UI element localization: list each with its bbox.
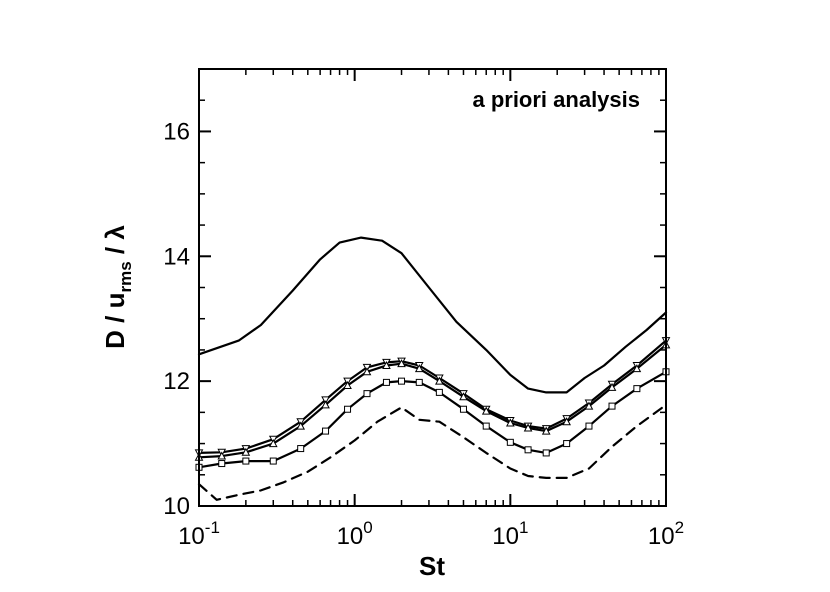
y-tick-label: 10 xyxy=(163,493,190,520)
series-3-point xyxy=(562,417,571,426)
y-tick-label: 16 xyxy=(163,118,190,145)
series-4-point xyxy=(344,405,352,413)
series-3-point xyxy=(541,426,551,435)
series-4-point xyxy=(218,460,226,468)
series-3-point xyxy=(523,423,533,432)
series-layer xyxy=(194,236,671,501)
series-4-point xyxy=(398,377,406,385)
series-4-point xyxy=(459,405,467,413)
series-4-point xyxy=(269,457,277,465)
x-tick-label: 102 xyxy=(648,518,684,550)
series-4-point xyxy=(608,402,616,410)
x-tick-label: 10-1 xyxy=(178,518,220,550)
series-3-point xyxy=(217,451,227,460)
x-axis-title: St xyxy=(419,551,445,581)
y-tick-label: 14 xyxy=(163,243,190,270)
series-line-3 xyxy=(197,343,668,459)
series-3-point xyxy=(607,382,617,391)
series-3-point xyxy=(584,401,594,410)
series-3-point xyxy=(362,367,372,376)
series-4-point xyxy=(415,378,423,386)
series-4-point xyxy=(242,457,250,465)
series-3-point xyxy=(321,400,330,409)
series-4-point xyxy=(506,438,514,446)
series-4-point xyxy=(585,422,593,430)
series-line-1 xyxy=(197,236,668,394)
series-3-point xyxy=(382,360,391,370)
series-4-point xyxy=(363,390,371,398)
series-4-point xyxy=(542,449,550,457)
series-3-point xyxy=(296,421,306,430)
series-4-point xyxy=(322,427,330,435)
series-2-point xyxy=(321,396,330,405)
series-3-point xyxy=(268,439,278,448)
series-3-point xyxy=(397,359,406,368)
series-3-point xyxy=(505,418,515,427)
series-3-point xyxy=(343,380,352,390)
y-tick-label: 12 xyxy=(163,368,190,395)
series-3-point xyxy=(459,392,468,401)
x-tick-label: 100 xyxy=(337,518,373,550)
tick-layer: 10-1 100 101 102 10 12 14 16 xyxy=(163,68,684,550)
series-4-point xyxy=(633,385,641,393)
y-axis-title: D / urms / λ xyxy=(100,225,135,349)
series-3-point xyxy=(632,364,642,373)
series-line-2 xyxy=(197,339,668,454)
series-line-5 xyxy=(197,403,668,501)
x-tick-label: 101 xyxy=(492,518,528,550)
series-4-point xyxy=(563,440,571,448)
series-4-point xyxy=(382,378,390,386)
series-3-point xyxy=(435,376,444,385)
y-axis-title-prefix: D / u xyxy=(100,292,130,348)
y-axis-title-subscript: rms xyxy=(116,261,135,292)
series-3-point xyxy=(414,364,424,373)
series-3-point xyxy=(241,447,251,456)
series-line-4 xyxy=(197,370,668,469)
series-4-point xyxy=(524,446,532,454)
series-3-point xyxy=(481,406,491,415)
chart-annotation: a priori analysis xyxy=(472,87,640,112)
series-4-point xyxy=(482,422,490,430)
series-4-point xyxy=(297,445,305,453)
series-4-point xyxy=(435,388,443,396)
y-axis-title-suffix: / λ xyxy=(100,225,130,262)
